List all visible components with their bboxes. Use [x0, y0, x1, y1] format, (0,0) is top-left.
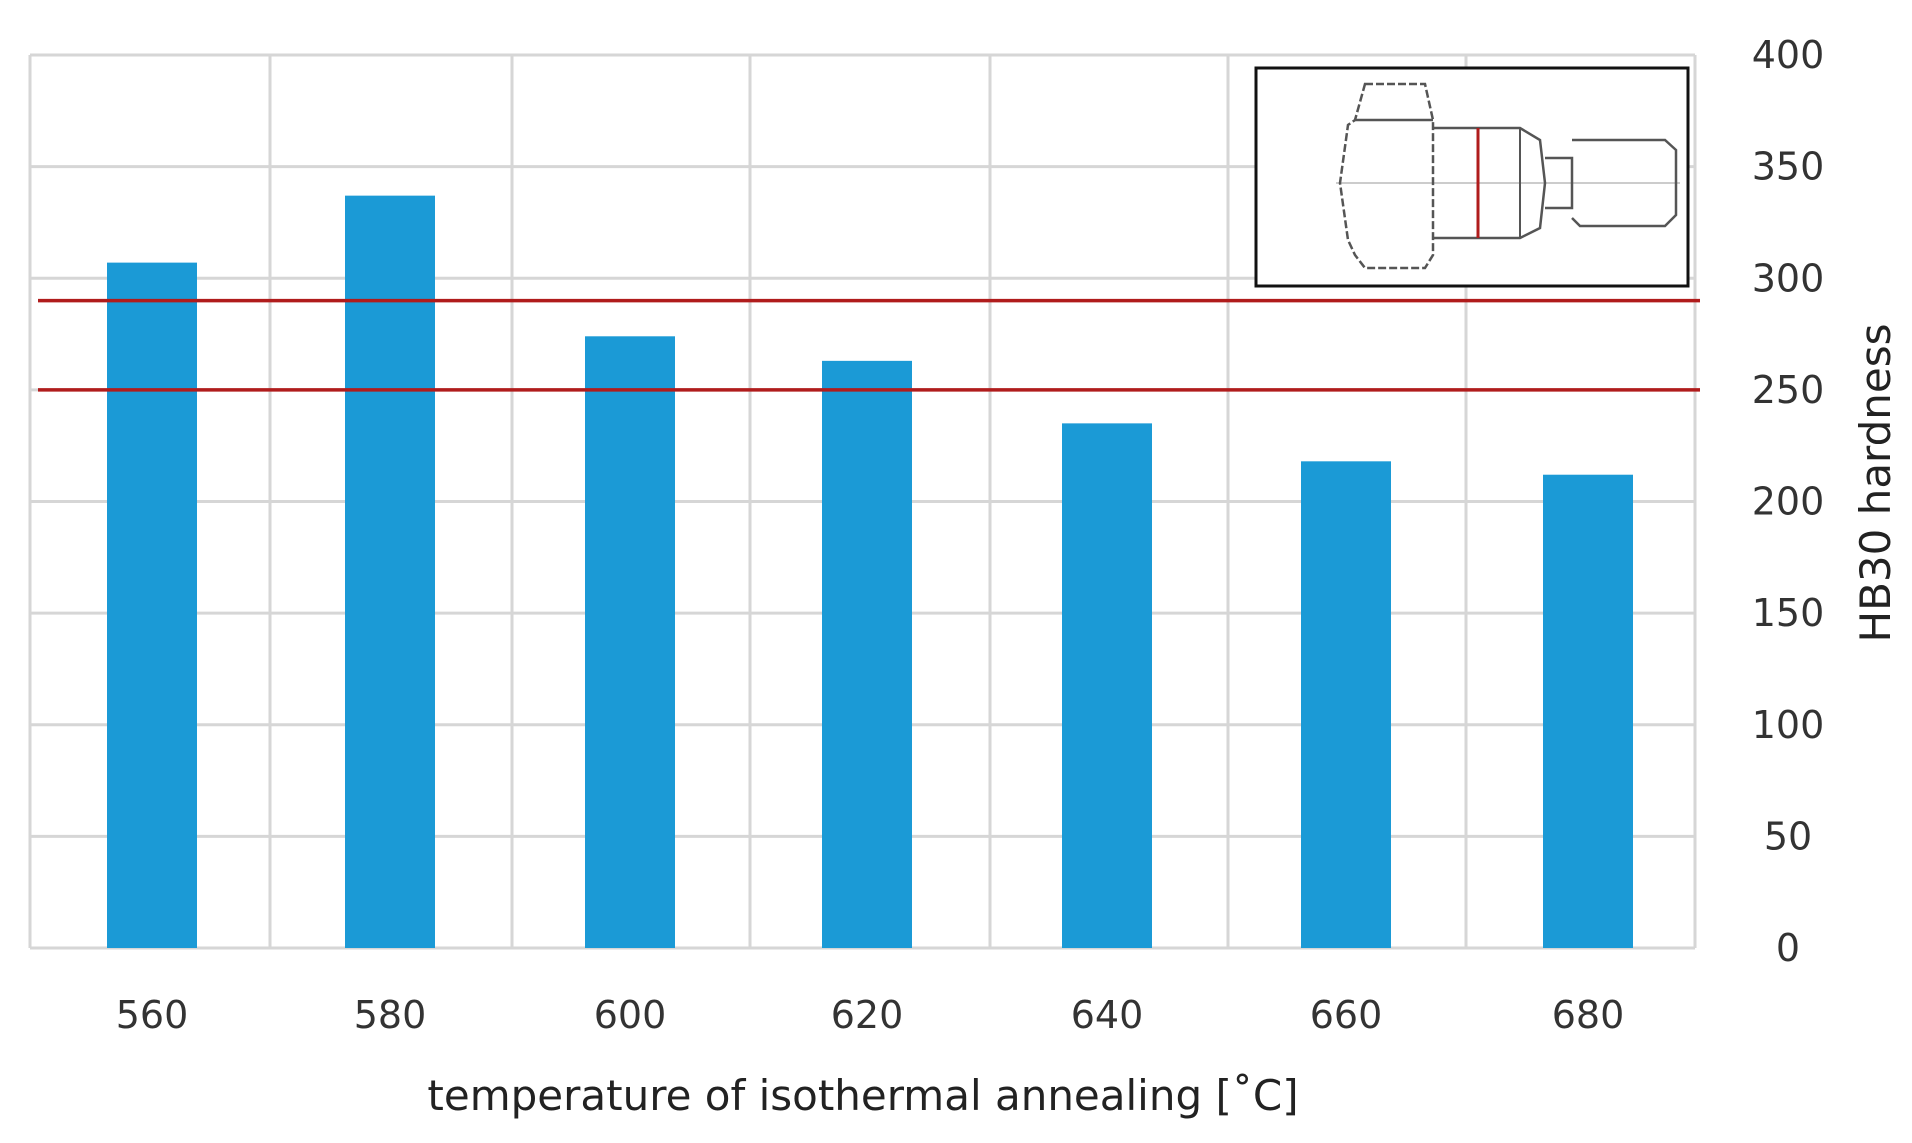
- y-axis-tick-labels: 0 50 100 150 200 250 300 350 400: [1752, 33, 1825, 970]
- bar-640: [1062, 423, 1152, 948]
- y-tick-label-50: 50: [1764, 814, 1812, 858]
- reference-lines: [38, 298, 1700, 392]
- x-tick-label-620: 620: [831, 993, 904, 1037]
- bar-680: [1543, 474, 1633, 948]
- y-axis-title: HB30 hardness: [1851, 324, 1900, 643]
- bar-660: [1301, 461, 1391, 948]
- y-tick-label-100: 100: [1752, 703, 1825, 747]
- specimen-inset: [1254, 66, 1690, 288]
- x-axis-title: temperature of isothermal annealing [˚C]: [427, 1071, 1298, 1120]
- y-tick-label-150: 150: [1752, 591, 1825, 635]
- x-tick-label-560: 560: [116, 993, 189, 1037]
- specimen-neck-outline: [1545, 156, 1574, 210]
- bars: [107, 195, 1633, 948]
- bar-600: [585, 336, 675, 948]
- inset-frame: [1254, 66, 1690, 288]
- x-tick-label-680: 680: [1552, 993, 1625, 1037]
- x-tick-label-580: 580: [354, 993, 427, 1037]
- x-tick-label-600: 600: [594, 993, 667, 1037]
- y-tick-label-350: 350: [1752, 145, 1825, 189]
- y-tick-label-200: 200: [1752, 480, 1825, 524]
- specimen-tail-outline: [1571, 138, 1678, 228]
- bar-620: [822, 360, 912, 948]
- bar-580: [345, 195, 435, 948]
- y-tick-label-300: 300: [1752, 256, 1825, 300]
- specimen-head-outline: [1338, 82, 1435, 270]
- x-axis-tick-labels: 560 580 600 620 640 660 680: [116, 993, 1625, 1037]
- y-tick-label-400: 400: [1752, 33, 1825, 77]
- y-tick-label-0: 0: [1776, 926, 1800, 970]
- y-tick-label-250: 250: [1752, 368, 1825, 412]
- x-tick-label-640: 640: [1071, 993, 1144, 1037]
- x-tick-label-660: 660: [1310, 993, 1383, 1037]
- bar-560: [107, 262, 197, 948]
